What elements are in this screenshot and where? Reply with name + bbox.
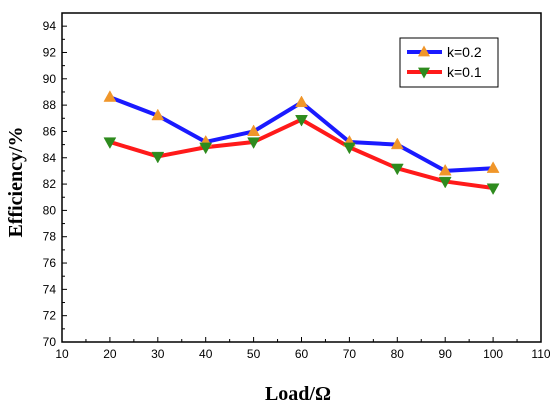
series-layer: [103, 90, 500, 196]
y-tick-label: 70: [43, 335, 57, 349]
series-2-point: [438, 176, 452, 189]
ticks-layer: 10 20 30 40 50 60 70 80 90 100 110 70 72 74 76 78 80 82 84…: [43, 19, 550, 361]
y-tick-label: 90: [43, 72, 57, 86]
series-1-point: [151, 108, 165, 121]
legend-label-2: k=0.1: [447, 64, 482, 80]
series-2-point: [295, 115, 308, 127]
legend-marker-1: [418, 45, 430, 57]
y-tick-label: 86: [43, 124, 57, 138]
y-tick-label: 82: [43, 177, 57, 191]
series-2-point: [103, 137, 117, 149]
legend-label-1: k=0.2: [447, 44, 482, 60]
x-tick-label: 50: [247, 347, 261, 361]
x-tick-label: 40: [199, 347, 213, 361]
plot-frame: [61, 12, 542, 343]
series-line-1: [109, 95, 494, 173]
series-2-point: [247, 137, 261, 149]
series-2-point: [486, 183, 500, 196]
x-tick-label: 10: [55, 347, 69, 361]
x-tick-label: 30: [151, 347, 165, 361]
y-axis-title: Efficiency/%: [5, 126, 27, 237]
x-tick-label: 100: [483, 347, 503, 361]
x-tick-label: 90: [439, 347, 453, 361]
x-tick-label: 80: [391, 347, 405, 361]
y-tick-label: 74: [43, 282, 57, 296]
legend-box: [399, 37, 499, 88]
series-1-point: [438, 163, 452, 176]
y-tick-label: 84: [43, 151, 57, 165]
y-tick-label: 80: [43, 203, 57, 217]
series-2-point: [342, 142, 356, 155]
y-tick-label: 92: [43, 45, 57, 59]
series-2-point: [151, 151, 165, 164]
y-tick-label: 88: [43, 98, 57, 112]
x-tick-label: 20: [103, 347, 117, 361]
series-1-point: [295, 95, 308, 108]
y-tick-label: 94: [43, 19, 57, 33]
y-tick-label: 78: [43, 230, 57, 244]
legend-marker-2: [418, 67, 430, 79]
series-1-point: [103, 90, 117, 102]
series-2-point: [390, 163, 404, 176]
series-line-2: [109, 117, 494, 191]
y-tick-label: 76: [43, 256, 57, 270]
legend: k=0.2 k=0.1: [399, 37, 499, 88]
series-1-point: [390, 137, 404, 150]
x-axis-title: Load/Ω: [265, 383, 331, 405]
legend-items: k=0.2 k=0.1: [407, 44, 482, 80]
x-tick-label: 70: [343, 347, 357, 361]
y-tick-label: 72: [43, 309, 57, 323]
series-1-point: [486, 161, 500, 173]
series-2-point: [199, 142, 213, 155]
x-tick-label: 110: [531, 347, 550, 361]
x-tick-label: 60: [295, 347, 309, 361]
series-1-point: [247, 124, 261, 137]
